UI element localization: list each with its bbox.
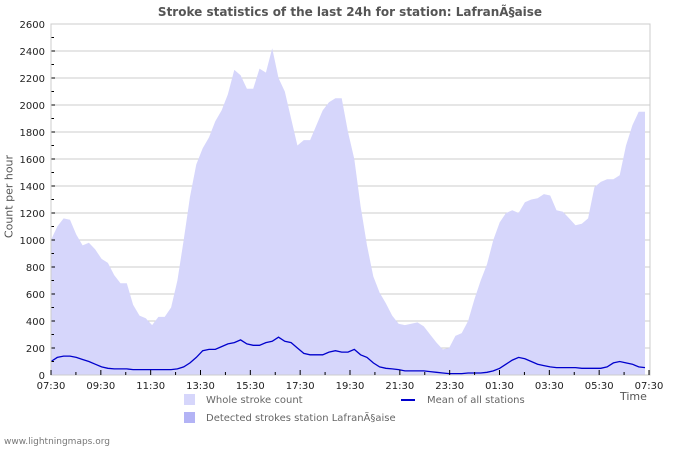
svg-text:1200: 1200 — [20, 209, 45, 220]
svg-text:2600: 2600 — [20, 20, 45, 31]
svg-text:2200: 2200 — [20, 74, 45, 85]
svg-text:600: 600 — [26, 290, 45, 301]
svg-text:1000: 1000 — [20, 236, 45, 247]
svg-text:400: 400 — [26, 317, 45, 328]
svg-text:03:30: 03:30 — [535, 381, 564, 392]
chart-title: Stroke statistics of the last 24h for st… — [157, 5, 543, 19]
svg-text:05:30: 05:30 — [585, 381, 614, 392]
legend-mean-label: Mean of all stations — [427, 395, 525, 406]
svg-text:07:30: 07:30 — [635, 381, 664, 392]
svg-text:11:30: 11:30 — [136, 381, 165, 392]
svg-text:200: 200 — [26, 344, 45, 355]
svg-text:15:30: 15:30 — [236, 381, 265, 392]
svg-text:1800: 1800 — [20, 128, 45, 139]
footer-link[interactable]: www.lightningmaps.org — [4, 437, 110, 447]
x-axis-label: Time — [620, 390, 647, 403]
svg-text:13:30: 13:30 — [186, 381, 215, 392]
svg-text:0: 0 — [39, 371, 45, 382]
svg-text:23:30: 23:30 — [435, 381, 464, 392]
svg-text:01:30: 01:30 — [485, 381, 514, 392]
svg-text:19:30: 19:30 — [336, 381, 365, 392]
legend-swatch-mean — [401, 399, 415, 401]
svg-text:800: 800 — [26, 263, 45, 274]
svg-text:07:30: 07:30 — [37, 381, 66, 392]
svg-text:09:30: 09:30 — [86, 381, 115, 392]
legend-swatch-whole — [184, 394, 195, 405]
axes: 0 200 400 600 800 1000 1200 1400 1600 1800 2000 220… — [20, 20, 664, 392]
legend-detected-label: Detected strokes station LafranÃ§aise — [206, 413, 396, 424]
svg-text:17:30: 17:30 — [286, 381, 315, 392]
whole-stroke-area — [51, 48, 645, 376]
legend-whole-label: Whole stroke count — [206, 395, 303, 406]
svg-text:2400: 2400 — [20, 47, 45, 58]
svg-text:21:30: 21:30 — [385, 381, 414, 392]
legend-swatch-detected — [184, 412, 195, 423]
svg-text:2000: 2000 — [20, 101, 45, 112]
svg-text:1600: 1600 — [20, 155, 45, 166]
svg-text:1400: 1400 — [20, 182, 45, 193]
mean-line — [50, 336, 646, 375]
